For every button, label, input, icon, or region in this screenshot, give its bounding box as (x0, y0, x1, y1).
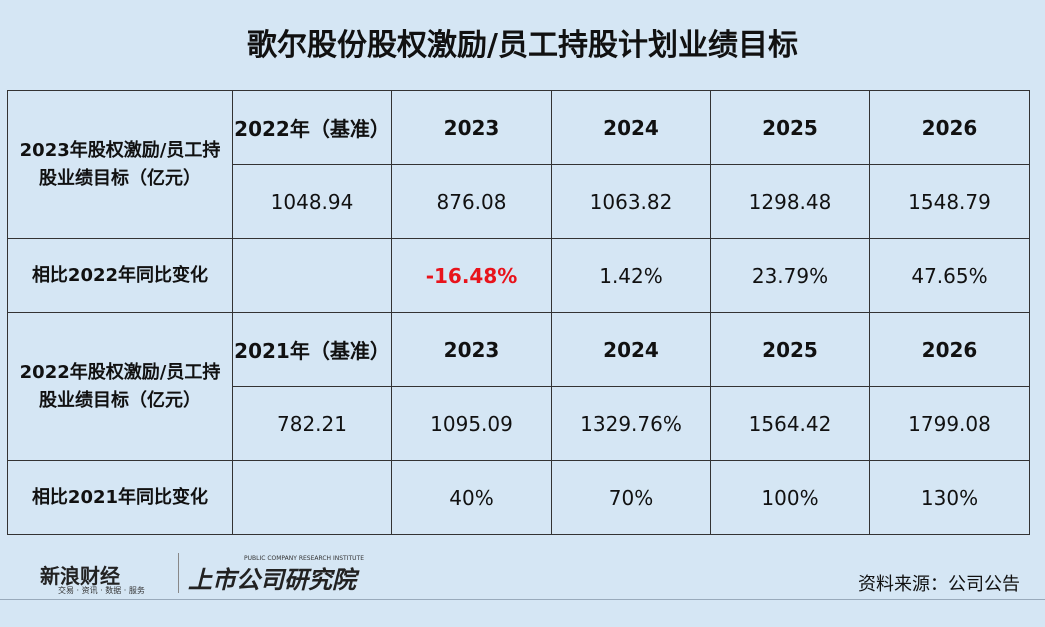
change-cell: 70% (551, 460, 711, 535)
change-cell: 100% (710, 460, 870, 535)
year-header: 2022年（基准） (232, 90, 392, 165)
source: 资料来源：公司公告 (858, 574, 1020, 595)
brand: 新浪财经 (40, 564, 120, 588)
value-row: 782.21 1095.09 1329.76% 1564.42 1799.08 (8, 386, 1030, 461)
brand-tagline: 交易 · 资讯 · 数据 · 服务 (58, 586, 145, 595)
year-header: 2021年（基准） (232, 312, 392, 387)
value-cell: 1048.94 (232, 164, 392, 239)
value-cell: 876.08 (391, 164, 552, 239)
row-label: 2023年股权激励/员工持股业绩目标（亿元） (7, 90, 233, 239)
year-header: 2023 (391, 90, 552, 165)
value-cell: 1329.76% (551, 386, 711, 461)
empty-cell (232, 238, 392, 313)
change-cell: 23.79% (710, 238, 870, 313)
row-label: 相比2022年同比变化 (7, 238, 233, 313)
change-row: 相比2022年同比变化 -16.48% 1.42% 23.79% 47.65% (7, 238, 1030, 313)
year-header: 2025 (710, 90, 870, 165)
value-cell: 1799.08 (869, 386, 1030, 461)
separator (178, 553, 179, 593)
value-cell: 1063.82 (551, 164, 711, 239)
value-cell: 782.21 (232, 386, 392, 461)
value-cell: 1564.42 (710, 386, 870, 461)
header-row: 2022年股权激励/员工持股业绩目标（亿元） 2021年（基准） 2023 2024 2… (7, 312, 1030, 461)
institute: 上市公司研究院 (188, 566, 356, 594)
change-cell: 40% (391, 460, 552, 535)
table-body: 2023年股权激励/员工持股业绩目标（亿元） 2022年（基准） 2023 2024 2… (7, 90, 1030, 535)
year-header: 2024 (551, 312, 711, 387)
change-cell: 130% (869, 460, 1030, 535)
title: 歌尔股份股权激励/员工持股计划业绩目标 (247, 28, 798, 63)
change-row: 相比2021年同比变化 40% 70% 100% 130% (7, 460, 1030, 535)
target-table: 2023年股权激励/员工持股业绩目标（亿元） 2022年（基准） 2023 2024 2… (7, 90, 1030, 535)
header-row: 2023年股权激励/员工持股业绩目标（亿元） 2022年（基准） 2023 2024 2… (7, 90, 1030, 239)
value-cell: 1298.48 (710, 164, 870, 239)
year-header: 2023 (391, 312, 552, 387)
change-cell: 1.42% (551, 238, 711, 313)
footer-rule (0, 599, 1045, 600)
value-cell: 1095.09 (391, 386, 552, 461)
row-label: 相比2021年同比变化 (7, 460, 233, 535)
year-header: 2026 (869, 312, 1030, 387)
change-cell: -16.48% (391, 238, 552, 313)
empty-cell (232, 460, 392, 535)
change-cell: 47.65% (869, 238, 1030, 313)
year-header: 2024 (551, 90, 711, 165)
institute-en: PUBLIC COMPANY RESEARCH INSTITUTE (244, 555, 364, 562)
value-cell: 1548.79 (869, 164, 1030, 239)
row-label: 2022年股权激励/员工持股业绩目标（亿元） (7, 312, 233, 461)
year-header: 2026 (869, 90, 1030, 165)
year-header: 2025 (710, 312, 870, 387)
